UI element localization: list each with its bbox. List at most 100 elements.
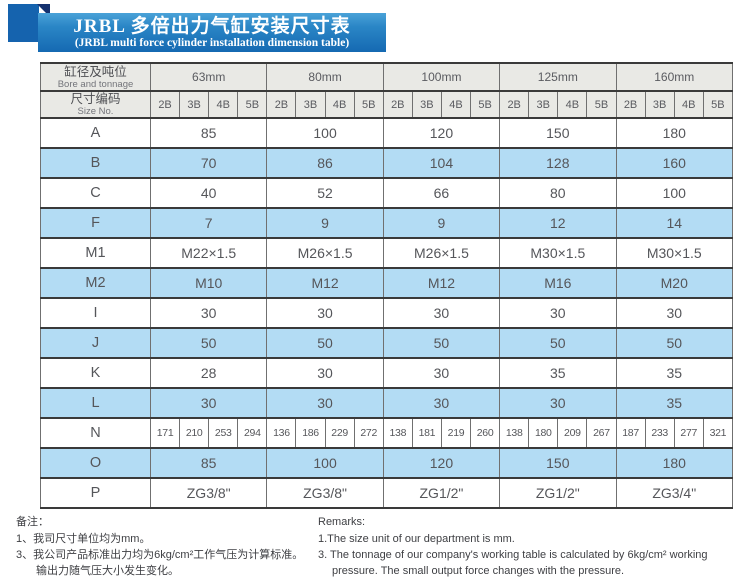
value-cell: 9 — [382, 207, 501, 239]
table-row: F 7 9 9 12 14 — [40, 207, 733, 239]
value-cell: 30 — [149, 297, 268, 329]
value-cell: 294 — [237, 417, 268, 449]
size-code-cell: 5B — [353, 90, 384, 119]
dimension-table: 缸径及吨位 Bore and tonnage 63mm 80mm 100mm 1… — [40, 62, 734, 509]
value-cell: 100 — [615, 177, 733, 209]
value-cell: 138 — [382, 417, 413, 449]
bore-group-100mm: 100mm — [382, 62, 501, 92]
value-cell: 229 — [324, 417, 355, 449]
value-cell: 30 — [382, 297, 501, 329]
value-cell: 9 — [266, 207, 384, 239]
size-code-cell: 3B — [644, 90, 675, 119]
size-code-cell: 3B — [411, 90, 442, 119]
title-banner: JRBL 多倍出力气缸安装尺寸表 (JRBL multi force cylin… — [38, 13, 386, 52]
row-label: O — [40, 447, 151, 479]
bore-group-125mm: 125mm — [499, 62, 617, 92]
table-row: M2 M10 M12 M12 M16 M20 — [40, 267, 733, 299]
value-cell: M22×1.5 — [149, 237, 268, 269]
value-cell: 100 — [266, 447, 384, 479]
value-cell: 186 — [295, 417, 326, 449]
bore-group-80mm: 80mm — [266, 62, 384, 92]
value-cell: 180 — [615, 117, 733, 149]
value-cell: 128 — [499, 147, 617, 179]
table-body: A 85 100 120 150 180 B 70 86 104 128 160 C 40 52 66 80 10… — [40, 117, 734, 509]
row-label: J — [40, 327, 151, 359]
value-cell: 150 — [499, 447, 617, 479]
page-title-zh: JRBL 多倍出力气缸安装尺寸表 — [73, 15, 351, 37]
value-cell: 209 — [557, 417, 588, 449]
value-cell: 35 — [499, 357, 617, 389]
size-code-cell: 2B — [499, 90, 530, 119]
value-cell: 30 — [382, 387, 501, 419]
value-cell: M30×1.5 — [499, 237, 617, 269]
table-header: 缸径及吨位 Bore and tonnage 63mm 80mm 100mm 1… — [40, 62, 734, 119]
value-cell: ZG3/8" — [266, 477, 384, 509]
value-cell: 100 — [266, 117, 384, 149]
value-cell: 30 — [499, 387, 617, 419]
notes-english-title: Remarks: — [318, 516, 366, 528]
table-row: C 40 52 66 80 100 — [40, 177, 733, 209]
value-cell: M12 — [382, 267, 501, 299]
value-cell: M12 — [266, 267, 384, 299]
size-code-cell: 3B — [528, 90, 559, 119]
value-cell: 30 — [266, 357, 384, 389]
bore-group-63mm: 63mm — [149, 62, 268, 92]
table-row: J 50 50 50 50 50 — [40, 327, 733, 359]
value-cell: 12 — [499, 207, 617, 239]
size-code-cell: 5B — [470, 90, 501, 119]
value-cell: 272 — [353, 417, 384, 449]
value-cell: 277 — [673, 417, 704, 449]
size-code-cell: 4B — [557, 90, 588, 119]
value-cell: 85 — [149, 447, 268, 479]
size-code-cell: 4B — [208, 90, 239, 119]
value-cell: 120 — [382, 117, 501, 149]
value-cell: 136 — [266, 417, 297, 449]
size-code-cell: 5B — [586, 90, 617, 119]
row-label: M1 — [40, 237, 151, 269]
size-code-cell: 3B — [295, 90, 326, 119]
value-cell: 233 — [644, 417, 675, 449]
value-cell: 253 — [208, 417, 239, 449]
size-code-cell: 2B — [266, 90, 297, 119]
value-cell: 50 — [266, 327, 384, 359]
value-cell: 70 — [149, 147, 268, 179]
value-cell: 50 — [382, 327, 501, 359]
table-row: B 70 86 104 128 160 — [40, 147, 733, 179]
size-code-cell: 4B — [440, 90, 472, 119]
bore-tonnage-header-cell: 缸径及吨位 Bore and tonnage — [40, 62, 151, 92]
value-cell: ZG3/4" — [615, 477, 733, 509]
value-cell: 30 — [266, 387, 384, 419]
size-code-cell: 3B — [179, 90, 210, 119]
notes-english: Remarks: 1.The size unit of our departme… — [318, 514, 738, 579]
row-label: K — [40, 357, 151, 389]
table-row: A 85 100 120 150 180 — [40, 117, 733, 149]
value-cell: 7 — [149, 207, 268, 239]
value-cell: ZG1/2" — [499, 477, 617, 509]
table-row: M1 M22×1.5 M26×1.5 M26×1.5 M30×1.5 M30×1.5 — [40, 237, 733, 269]
value-cell: 150 — [499, 117, 617, 149]
row-label: C — [40, 177, 151, 209]
page-title-en: (JRBL multi force cylinder installation … — [74, 36, 350, 49]
value-cell: 138 — [499, 417, 530, 449]
value-cell: 35 — [615, 387, 733, 419]
value-cell: 80 — [499, 177, 617, 209]
value-cell: 171 — [149, 417, 181, 449]
bore-group-160mm: 160mm — [615, 62, 733, 92]
bore-tonnage-label-zh: 缸径及吨位 — [64, 64, 127, 79]
value-cell: ZG3/8" — [149, 477, 268, 509]
value-cell: 210 — [179, 417, 210, 449]
footer-notes: 备注： 1、我司尺寸单位均为mm。 3、我公司产品标准出力均为6kg/cm²工作… — [16, 514, 738, 579]
value-cell: 219 — [440, 417, 472, 449]
value-cell: 180 — [615, 447, 733, 479]
value-cell: M26×1.5 — [382, 237, 501, 269]
table-row: O 85 100 120 150 180 — [40, 447, 733, 479]
value-cell: 30 — [615, 297, 733, 329]
value-cell: 86 — [266, 147, 384, 179]
corner-decoration — [8, 4, 39, 42]
value-cell: 50 — [499, 327, 617, 359]
value-cell: 260 — [470, 417, 501, 449]
value-cell: 52 — [266, 177, 384, 209]
value-cell: M16 — [499, 267, 617, 299]
size-code-cell: 5B — [237, 90, 268, 119]
